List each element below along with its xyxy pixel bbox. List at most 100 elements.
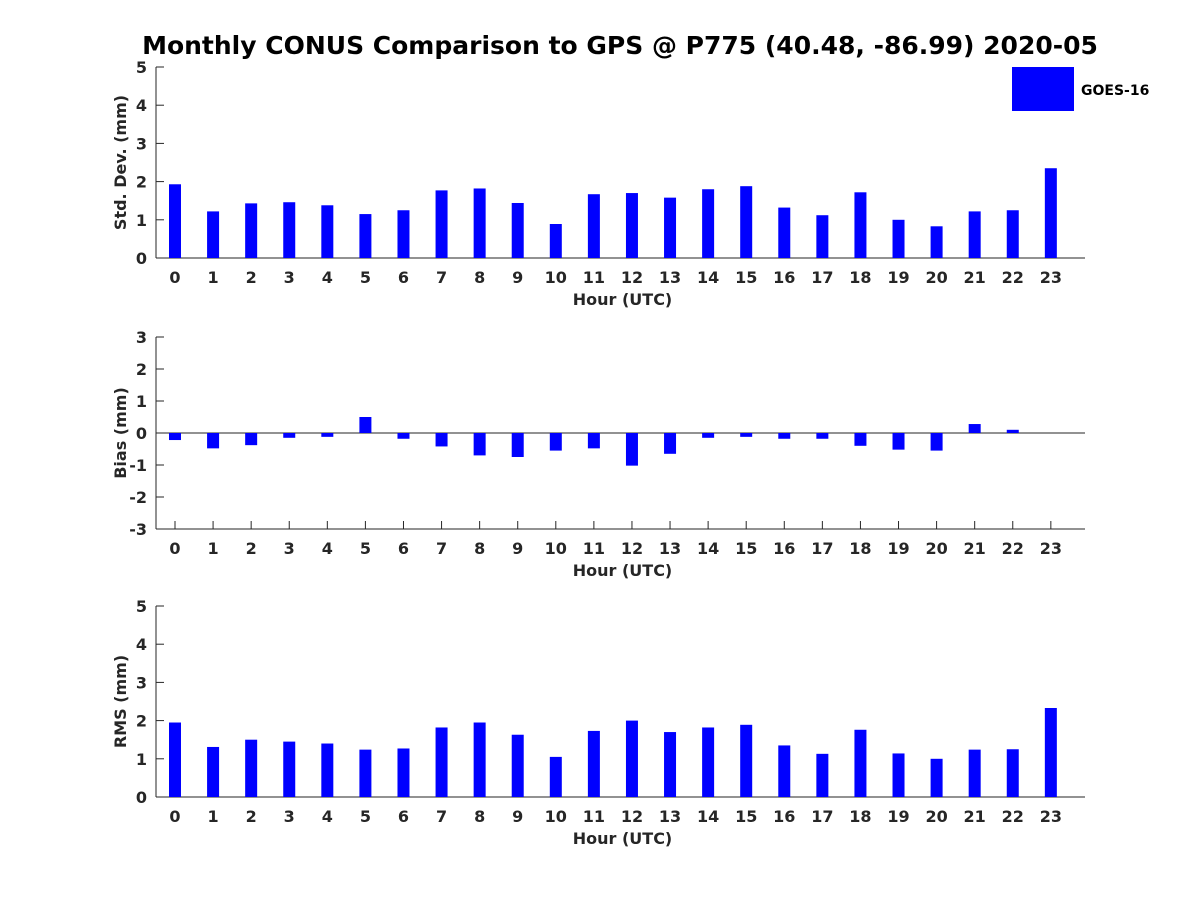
x-tick-label: 4 [322, 539, 333, 558]
bar [968, 424, 981, 433]
x-tick-label: 7 [436, 539, 447, 558]
x-tick-label: 23 [1040, 539, 1062, 558]
bar [1006, 210, 1019, 258]
x-tick-label: 18 [849, 807, 871, 826]
x-tick-label: 8 [474, 807, 485, 826]
x-tick-label: 1 [208, 539, 219, 558]
x-tick-label: 15 [735, 807, 757, 826]
y-tick-label: 3 [136, 673, 147, 692]
bar [930, 433, 943, 451]
x-tick-label: 23 [1040, 268, 1062, 287]
bar [207, 211, 220, 258]
bar [892, 433, 905, 450]
bar [207, 746, 220, 797]
bar [854, 192, 867, 258]
bar [359, 214, 372, 258]
y-tick-label: 2 [136, 360, 147, 379]
bar [435, 190, 448, 258]
bar [245, 203, 258, 258]
x-tick-label: 22 [1002, 268, 1024, 287]
bar [245, 739, 258, 797]
bar [664, 433, 677, 454]
bar [435, 433, 448, 447]
x-axis-label: Hour (UTC) [573, 829, 673, 848]
x-tick-label: 16 [773, 807, 795, 826]
bar [854, 729, 867, 797]
x-tick-label: 14 [697, 539, 719, 558]
bar [816, 215, 829, 258]
x-tick-label: 20 [925, 539, 947, 558]
x-tick-label: 15 [735, 268, 757, 287]
bar [587, 194, 600, 258]
x-tick-label: 6 [398, 268, 409, 287]
x-tick-label: 1 [208, 268, 219, 287]
bar [702, 727, 715, 797]
x-tick-label: 10 [545, 268, 567, 287]
x-tick-label: 9 [512, 807, 523, 826]
x-axis-label: Hour (UTC) [573, 290, 673, 309]
x-tick-label: 2 [246, 268, 257, 287]
bar [1044, 707, 1057, 797]
y-axis-label: Std. Dev. (mm) [111, 95, 130, 230]
y-tick-label: 1 [136, 211, 147, 230]
x-tick-label: 23 [1040, 807, 1062, 826]
y-tick-label: 3 [136, 134, 147, 153]
legend: GOES-16 [1012, 67, 1149, 111]
x-tick-label: 11 [583, 807, 605, 826]
bar [740, 433, 753, 437]
x-tick-label: 15 [735, 539, 757, 558]
x-tick-label: 3 [284, 539, 295, 558]
y-tick-label: -3 [129, 520, 147, 539]
x-tick-label: 12 [621, 268, 643, 287]
bar [587, 433, 600, 449]
y-axis-label: Bias (mm) [111, 387, 130, 479]
y-tick-label: 5 [136, 58, 147, 77]
x-tick-label: 10 [545, 539, 567, 558]
x-tick-label: 14 [697, 807, 719, 826]
x-tick-label: 9 [512, 539, 523, 558]
bar [702, 433, 715, 438]
x-tick-label: 18 [849, 539, 871, 558]
chart-title: Monthly CONUS Comparison to GPS @ P775 (… [142, 31, 1098, 60]
y-tick-label: 2 [136, 712, 147, 731]
x-tick-label: 3 [284, 268, 295, 287]
bar [169, 433, 181, 441]
bar [778, 745, 791, 797]
bar [778, 207, 791, 258]
x-tick-label: 17 [811, 268, 833, 287]
x-tick-label: 19 [887, 268, 909, 287]
bar [549, 224, 562, 258]
x-tick-label: 21 [964, 539, 986, 558]
bar [321, 743, 334, 797]
x-tick-label: 0 [169, 539, 180, 558]
x-tick-label: 14 [697, 268, 719, 287]
x-tick-label: 12 [621, 539, 643, 558]
bar [511, 433, 524, 457]
bar [740, 724, 753, 797]
x-tick-label: 13 [659, 539, 681, 558]
bar [664, 197, 677, 258]
x-tick-label: 2 [246, 807, 257, 826]
bar [321, 433, 334, 437]
bar [625, 720, 638, 797]
x-tick-label: 22 [1002, 807, 1024, 826]
bar [892, 753, 905, 797]
y-tick-label: 4 [136, 635, 147, 654]
x-tick-label: 1 [208, 807, 219, 826]
bar [549, 433, 562, 451]
x-tick-label: 17 [811, 807, 833, 826]
bar [169, 722, 181, 797]
bar [511, 734, 524, 797]
bar [816, 433, 829, 439]
x-tick-label: 20 [925, 807, 947, 826]
bar [245, 433, 258, 446]
y-tick-label: 0 [136, 424, 147, 443]
x-tick-label: 11 [583, 539, 605, 558]
x-tick-label: 0 [169, 807, 180, 826]
bar [930, 226, 943, 258]
y-tick-label: 1 [136, 750, 147, 769]
bar [1006, 749, 1019, 797]
bar [587, 730, 600, 797]
x-tick-label: 19 [887, 807, 909, 826]
